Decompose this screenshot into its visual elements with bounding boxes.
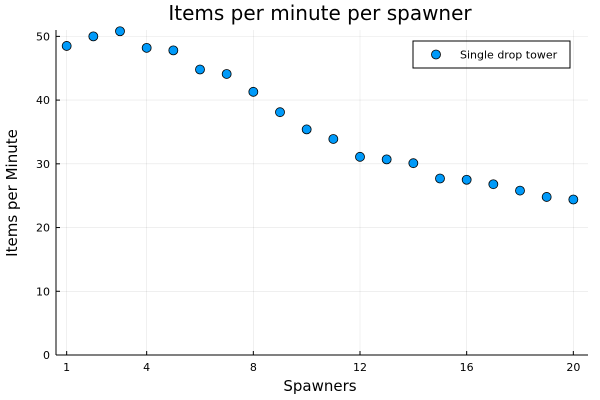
- data-point: [355, 151, 365, 162]
- legend-marker: [431, 49, 441, 60]
- y-tick-label: 10: [36, 285, 50, 298]
- chart-title: Items per minute per spawner: [168, 1, 472, 25]
- data-point: [168, 45, 179, 56]
- legend-label: Single drop tower: [460, 49, 558, 62]
- data-point: [221, 69, 232, 79]
- data-point: [195, 64, 205, 75]
- data-point: [515, 185, 525, 196]
- x-tick-label: 1: [63, 361, 70, 374]
- legend-box: [412, 40, 571, 69]
- x-tick-label: 12: [353, 361, 367, 374]
- y-tick-label: 40: [36, 94, 50, 107]
- data-point: [488, 179, 499, 190]
- data-point: [248, 86, 259, 97]
- data-point: [461, 174, 472, 185]
- y-axis-ticks: 0 10 20 30 40 50: [36, 30, 60, 362]
- x-tick-label: 8: [250, 361, 257, 374]
- data-point: [568, 194, 579, 205]
- data-point: [541, 192, 552, 202]
- x-tick-label: 4: [143, 361, 150, 374]
- data-point: [301, 124, 312, 135]
- data-point: [275, 107, 285, 118]
- data-point: [61, 41, 72, 51]
- x-tick-label: 16: [460, 361, 474, 374]
- data-point: [408, 158, 419, 169]
- data-point: [141, 42, 152, 53]
- x-axis-ticks: 1 4 8 12 16 20: [63, 351, 580, 374]
- y-tick-label: 50: [36, 30, 50, 43]
- legend: Single drop tower: [412, 40, 571, 69]
- grid-lines: [56, 30, 588, 356]
- x-tick-label: 20: [566, 361, 580, 374]
- data-point: [328, 134, 339, 144]
- data-point: [115, 26, 125, 37]
- x-axis-label: Spawners: [283, 377, 356, 395]
- y-tick-label: 20: [36, 222, 50, 235]
- data-point: [435, 173, 445, 184]
- data-points: [61, 26, 579, 205]
- data-point: [88, 31, 99, 42]
- y-axis-label: Items per Minute: [3, 129, 21, 257]
- y-tick-label: 30: [36, 158, 50, 171]
- y-tick-label: 0: [43, 349, 50, 362]
- data-point: [381, 154, 392, 165]
